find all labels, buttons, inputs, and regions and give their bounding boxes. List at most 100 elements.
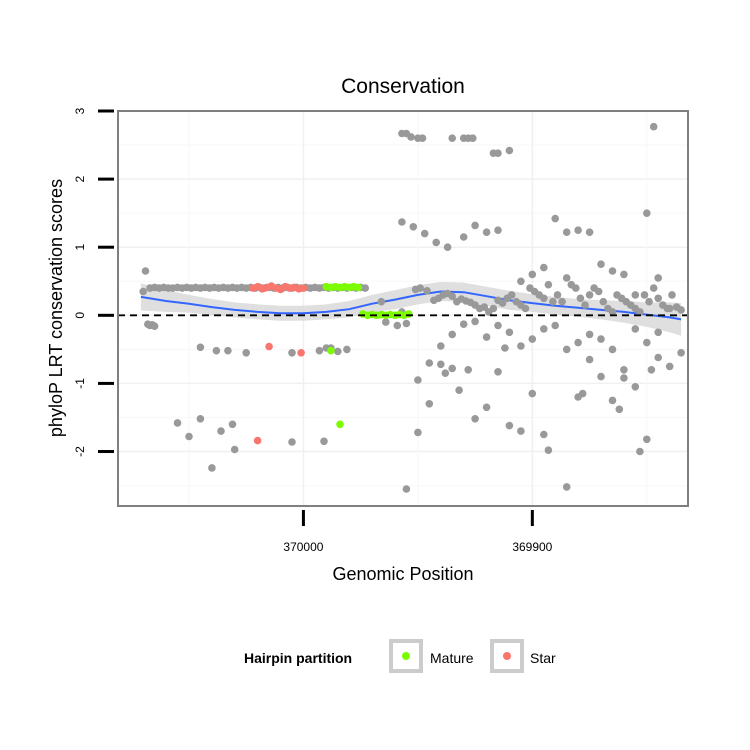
point-other [361, 284, 370, 292]
point-other [448, 292, 457, 301]
point-other [540, 430, 548, 439]
point-other [517, 427, 525, 435]
point-other [482, 228, 491, 236]
point-other [469, 134, 477, 142]
point-other [448, 364, 457, 373]
point-other [608, 267, 617, 275]
y-tick-label: 2 [73, 175, 87, 182]
legend-entry-mature: Mature [389, 639, 474, 673]
panel-border [117, 110, 689, 507]
x-axis: 370000 369900 [283, 510, 553, 554]
y-tick-label: 3 [73, 107, 87, 114]
y-tick-label: 0 [73, 312, 87, 319]
point-other [551, 321, 559, 330]
point-other [551, 214, 559, 223]
point-other [544, 280, 553, 289]
point-other [597, 260, 605, 269]
point-other [494, 321, 502, 330]
point-other [578, 389, 587, 398]
point-other [173, 419, 182, 427]
legend-entry-star: Star [490, 639, 556, 673]
point-other [242, 349, 250, 357]
point-other [288, 438, 296, 446]
point-other [643, 338, 651, 347]
point-other [599, 297, 608, 306]
point-other [597, 335, 605, 343]
point-other [562, 274, 571, 282]
point-other [288, 349, 296, 357]
point-other [425, 359, 434, 367]
point-other [620, 270, 628, 279]
point-other [228, 420, 237, 429]
point-other [489, 304, 498, 313]
point-other [574, 226, 582, 234]
point-other [540, 294, 548, 303]
point-other [196, 415, 205, 423]
point-other [544, 446, 553, 455]
point-other [677, 349, 685, 357]
y-tick-label: 1 [73, 244, 87, 251]
point-other [217, 427, 225, 435]
point-other [448, 134, 457, 142]
point-other [631, 291, 640, 299]
point-other [654, 353, 662, 362]
point-other [562, 345, 571, 354]
point-other [668, 291, 676, 299]
point-other [594, 287, 603, 296]
x-tick-label: 369900 [512, 540, 552, 554]
point-star [265, 342, 273, 351]
point-other [414, 428, 422, 437]
legend: Hairpin partition Mature Star [244, 639, 556, 673]
point-other [654, 274, 662, 282]
point-other [540, 263, 548, 272]
point-other [459, 233, 468, 241]
point-other [418, 134, 427, 142]
point-other [528, 389, 537, 398]
point-other [471, 221, 479, 230]
point-other [620, 374, 628, 382]
point-other [677, 306, 685, 314]
point-other [640, 291, 649, 299]
point-other [631, 325, 640, 333]
point-other [196, 343, 205, 352]
point-other [620, 366, 628, 374]
point-other [141, 267, 150, 275]
point-other [482, 333, 491, 341]
point-other [597, 372, 605, 381]
point-other [471, 415, 479, 423]
smooth-line [140, 290, 682, 321]
point-mature [354, 283, 363, 292]
point-other [636, 308, 644, 316]
point-star [299, 284, 308, 292]
chart-title: Conservation [341, 75, 465, 98]
point-other [528, 270, 537, 279]
point-other [549, 297, 557, 306]
point-star [297, 349, 305, 357]
point-other [615, 405, 624, 414]
point-other [528, 335, 537, 343]
point-other [581, 301, 589, 309]
point-other [517, 277, 525, 286]
point-other [665, 362, 674, 371]
y-axis-title: phyloP LRT conservation scores [46, 179, 66, 437]
point-other [443, 243, 452, 251]
point-other [608, 308, 617, 316]
point-other [585, 228, 594, 236]
point-other [540, 325, 548, 333]
point-other [480, 303, 489, 311]
point-other [654, 294, 662, 303]
point-other [139, 287, 147, 296]
point-star [253, 436, 262, 445]
point-other [402, 485, 411, 493]
point-other [574, 338, 582, 347]
plot-panel [117, 110, 689, 507]
point-other [414, 376, 422, 384]
point-other [505, 421, 514, 430]
confidence-band [140, 281, 682, 336]
point-other [631, 383, 640, 391]
point-other [608, 396, 617, 405]
point-other [464, 366, 473, 374]
point-other [665, 304, 674, 313]
point-other [393, 321, 402, 330]
